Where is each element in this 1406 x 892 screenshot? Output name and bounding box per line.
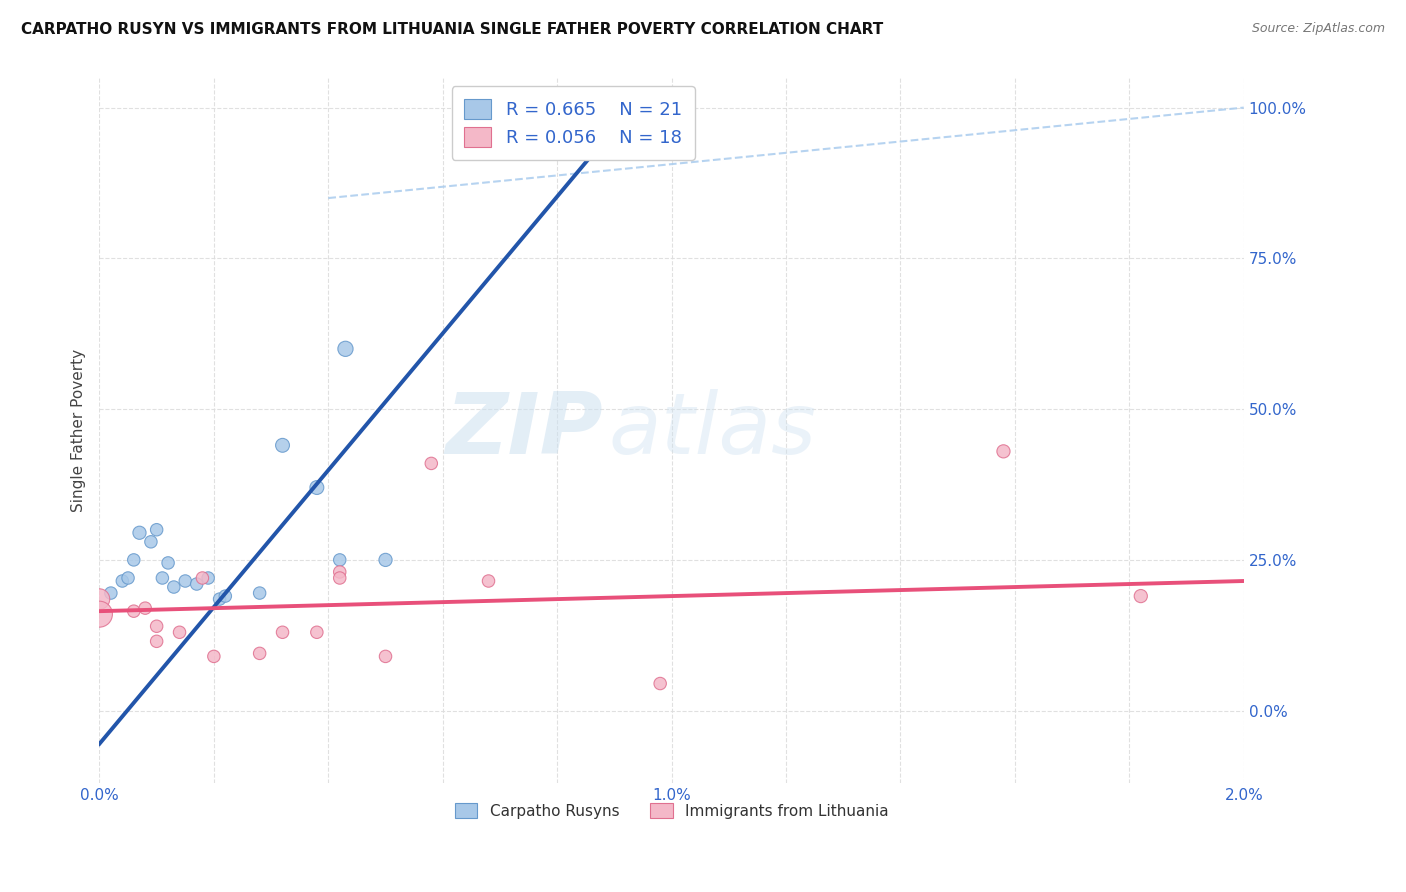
Point <box>374 649 396 664</box>
Point <box>163 580 186 594</box>
Point <box>208 592 231 607</box>
Point <box>117 571 139 585</box>
Point <box>335 342 357 356</box>
Point <box>145 634 167 648</box>
Point <box>89 607 111 622</box>
Point <box>122 553 145 567</box>
Point <box>157 556 180 570</box>
Point <box>374 553 396 567</box>
Point <box>202 649 225 664</box>
Text: Source: ZipAtlas.com: Source: ZipAtlas.com <box>1251 22 1385 36</box>
Text: CARPATHO RUSYN VS IMMIGRANTS FROM LITHUANIA SINGLE FATHER POVERTY CORRELATION CH: CARPATHO RUSYN VS IMMIGRANTS FROM LITHUA… <box>21 22 883 37</box>
Point <box>420 457 443 471</box>
Point <box>122 604 145 618</box>
Point <box>329 571 352 585</box>
Point <box>134 601 156 615</box>
Point <box>197 571 219 585</box>
Point <box>186 577 208 591</box>
Point <box>249 586 271 600</box>
Point <box>169 625 191 640</box>
Point <box>89 592 111 607</box>
Legend: Carpatho Rusyns, Immigrants from Lithuania: Carpatho Rusyns, Immigrants from Lithuan… <box>449 797 894 825</box>
Point <box>650 676 672 690</box>
Point <box>214 589 236 603</box>
Point <box>329 565 352 579</box>
Text: atlas: atlas <box>609 389 817 472</box>
Point <box>1129 589 1152 603</box>
Point <box>139 534 162 549</box>
Point <box>100 586 122 600</box>
Point <box>993 444 1015 458</box>
Point <box>271 625 294 640</box>
Point <box>150 571 173 585</box>
Point <box>305 625 328 640</box>
Y-axis label: Single Father Poverty: Single Father Poverty <box>72 349 86 512</box>
Point <box>191 571 214 585</box>
Point <box>249 646 271 660</box>
Point <box>145 523 167 537</box>
Point <box>145 619 167 633</box>
Point <box>128 525 150 540</box>
Point <box>271 438 294 452</box>
Point <box>305 481 328 495</box>
Point <box>111 574 134 588</box>
Point <box>329 553 352 567</box>
Text: ZIP: ZIP <box>446 389 603 472</box>
Point <box>174 574 197 588</box>
Point <box>477 574 499 588</box>
